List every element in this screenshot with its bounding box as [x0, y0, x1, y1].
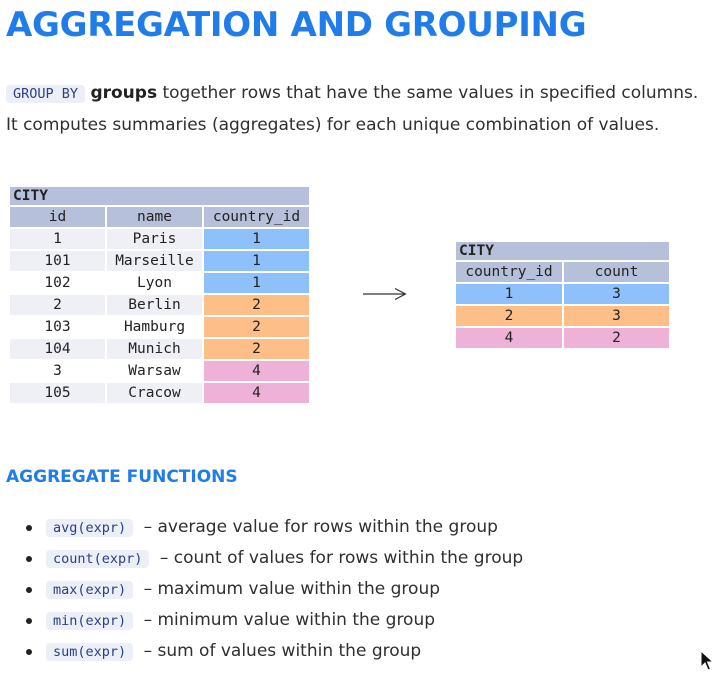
intro-bold-word: groups	[90, 83, 158, 103]
source-header-name: name	[107, 207, 202, 227]
source-header-country-id: country_id	[204, 207, 309, 227]
result-header-count: count	[564, 262, 669, 282]
table-row: 101 Marseille 1	[10, 251, 309, 271]
function-code: max(expr)	[46, 581, 134, 599]
cell-count: 2	[564, 328, 669, 348]
cell-count: 3	[564, 284, 669, 304]
cell-name: Paris	[107, 229, 202, 249]
result-header-country-id: country_id	[456, 262, 562, 282]
function-description: – sum of values within the group	[143, 641, 422, 661]
cell-name: Hamburg	[107, 317, 202, 337]
cell-country-id: 2	[204, 295, 309, 315]
bullet-icon	[26, 525, 32, 531]
source-header-id: id	[10, 207, 105, 227]
bullet-icon	[26, 649, 32, 655]
table-row: 4 2	[456, 328, 669, 348]
cell-country-id: 1	[204, 273, 309, 293]
cell-country-id: 2	[204, 317, 309, 337]
intro-paragraph: GROUP BY groups together rows that have …	[6, 78, 706, 141]
source-table: CITY id name country_id 1 Paris 1 101 Ma…	[8, 185, 311, 405]
function-description: – count of values for rows within the gr…	[159, 548, 524, 568]
bullet-icon	[26, 587, 32, 593]
cell-country-id: 2	[456, 306, 562, 326]
function-code: sum(expr)	[46, 643, 134, 661]
cell-id: 105	[10, 383, 105, 403]
arrow-right-icon	[363, 287, 407, 301]
page-title: AGGREGATION AND GROUPING	[6, 5, 587, 45]
cell-name: Marseille	[107, 251, 202, 271]
list-item: min(expr) – minimum value within the gro…	[0, 608, 523, 639]
cell-name: Munich	[107, 339, 202, 359]
result-table-name: CITY	[456, 242, 669, 260]
intro-text: together rows that have the same values …	[6, 83, 699, 135]
list-item: max(expr) – maximum value within the gro…	[0, 577, 523, 608]
cell-name: Cracow	[107, 383, 202, 403]
cell-id: 3	[10, 361, 105, 381]
list-item: avg(expr) – average value for rows withi…	[0, 515, 523, 546]
table-row: 1 Paris 1	[10, 229, 309, 249]
aggregate-functions-list: avg(expr) – average value for rows withi…	[0, 515, 523, 670]
cell-id: 2	[10, 295, 105, 315]
table-row: 2 3	[456, 306, 669, 326]
cell-id: 1	[10, 229, 105, 249]
mouse-cursor-icon	[700, 650, 714, 671]
cell-country-id: 1	[456, 284, 562, 304]
cell-id: 104	[10, 339, 105, 359]
table-row: 104 Munich 2	[10, 339, 309, 359]
cell-country-id: 4	[456, 328, 562, 348]
table-row: 1 3	[456, 284, 669, 304]
cell-country-id: 1	[204, 251, 309, 271]
function-description: – maximum value within the group	[143, 579, 441, 599]
cell-id: 101	[10, 251, 105, 271]
cell-id: 103	[10, 317, 105, 337]
table-row: 2 Berlin 2	[10, 295, 309, 315]
cell-name: Warsaw	[107, 361, 202, 381]
table-row: 3 Warsaw 4	[10, 361, 309, 381]
source-table-name: CITY	[10, 187, 309, 205]
table-row: 102 Lyon 1	[10, 273, 309, 293]
bullet-icon	[26, 556, 32, 562]
cell-count: 3	[564, 306, 669, 326]
table-row: 103 Hamburg 2	[10, 317, 309, 337]
cell-country-id: 4	[204, 383, 309, 403]
cell-country-id: 2	[204, 339, 309, 359]
function-description: – average value for rows within the grou…	[143, 517, 498, 537]
list-item: count(expr) – count of values for rows w…	[0, 546, 523, 577]
group-by-code: GROUP BY	[6, 85, 86, 103]
bullet-icon	[26, 618, 32, 624]
cell-id: 102	[10, 273, 105, 293]
table-row: 105 Cracow 4	[10, 383, 309, 403]
cell-name: Lyon	[107, 273, 202, 293]
cell-name: Berlin	[107, 295, 202, 315]
cell-country-id: 4	[204, 361, 309, 381]
function-description: – minimum value within the group	[143, 610, 436, 630]
function-code: min(expr)	[46, 612, 134, 630]
aggregate-functions-heading: AGGREGATE FUNCTIONS	[6, 467, 238, 487]
result-table: CITY country_id count 1 3 2 3 4 2	[454, 240, 671, 350]
function-code: avg(expr)	[46, 519, 134, 537]
cell-country-id: 1	[204, 229, 309, 249]
list-item: sum(expr) – sum of values within the gro…	[0, 639, 523, 670]
function-code: count(expr)	[46, 550, 150, 568]
